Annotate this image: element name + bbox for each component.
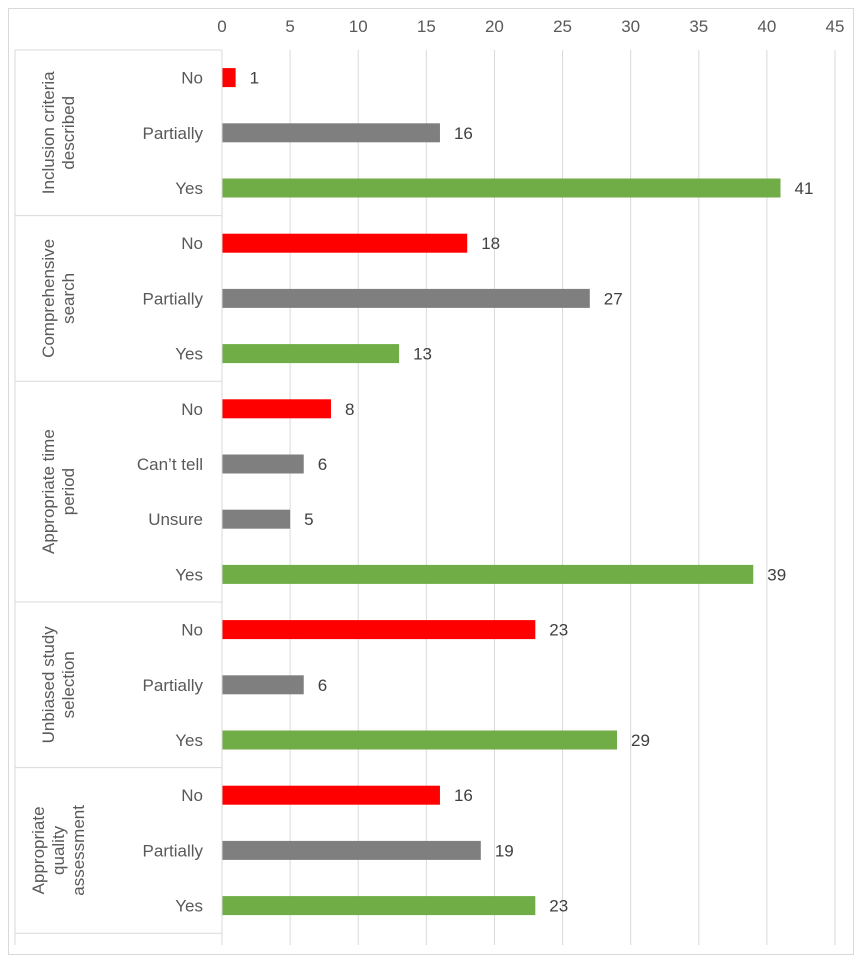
data-label: 13 xyxy=(413,345,432,364)
bar xyxy=(222,454,304,474)
x-tick-label: 25 xyxy=(553,17,572,36)
data-label: 18 xyxy=(481,234,500,253)
group-label-line: Comprehensive xyxy=(39,239,58,358)
x-tick-label: 15 xyxy=(417,17,436,36)
category-label: No xyxy=(181,621,203,640)
category-label: Partially xyxy=(143,289,204,308)
bar xyxy=(222,896,536,916)
category-label: Partially xyxy=(143,676,204,695)
bar xyxy=(222,178,781,198)
data-label: 5 xyxy=(304,510,313,529)
category-label: Yes xyxy=(175,565,203,584)
category-label: Partially xyxy=(143,124,204,143)
data-label: 16 xyxy=(454,786,473,805)
category-label: Can’t tell xyxy=(137,455,203,474)
bar xyxy=(222,399,331,419)
group-label-line: quality xyxy=(49,825,68,875)
category-label: No xyxy=(181,69,203,88)
group-label-line: selection xyxy=(59,651,78,718)
data-label: 6 xyxy=(318,676,327,695)
group-label-line: Appropriate time xyxy=(39,429,58,554)
group-label: Comprehensivesearch xyxy=(39,239,78,358)
x-tick-label: 30 xyxy=(621,17,640,36)
data-label: 16 xyxy=(454,124,473,143)
bar xyxy=(222,785,440,805)
data-label: 1 xyxy=(250,69,259,88)
group-label-line: described xyxy=(59,96,78,170)
bar xyxy=(222,564,754,584)
data-label: 19 xyxy=(495,841,514,860)
category-label: No xyxy=(181,786,203,805)
group-label-line: search xyxy=(59,273,78,324)
data-label: 23 xyxy=(549,897,568,916)
data-label: 6 xyxy=(318,455,327,474)
group-label-line: assessment xyxy=(69,805,88,896)
category-label: No xyxy=(181,400,203,419)
category-label: No xyxy=(181,234,203,253)
x-tick-label: 5 xyxy=(285,17,294,36)
bar xyxy=(222,233,468,253)
data-label: 29 xyxy=(631,731,650,750)
bar xyxy=(222,288,590,308)
bar xyxy=(222,123,440,143)
bar xyxy=(222,730,618,750)
category-label: Partially xyxy=(143,841,204,860)
bar xyxy=(222,344,400,364)
bar xyxy=(222,68,236,88)
category-label: Yes xyxy=(175,345,203,364)
group-label: Inclusion criteriadescribed xyxy=(39,71,78,194)
category-label: Unsure xyxy=(148,510,203,529)
x-tick-label: 45 xyxy=(826,17,845,36)
data-label: 8 xyxy=(345,400,354,419)
group-label: Appropriate timeperiod xyxy=(39,429,78,554)
x-tick-label: 10 xyxy=(349,17,368,36)
data-label: 41 xyxy=(795,179,814,198)
x-tick-label: 35 xyxy=(689,17,708,36)
group-label-line: Inclusion criteria xyxy=(39,71,58,194)
data-label: 27 xyxy=(604,289,623,308)
group-label: Unbiased studyselection xyxy=(39,626,78,744)
data-label: 23 xyxy=(549,621,568,640)
bar xyxy=(222,840,481,860)
group-label-line: Appropriate xyxy=(29,806,48,894)
x-tick-label: 40 xyxy=(757,17,776,36)
group-label-line: Unbiased study xyxy=(39,626,58,744)
category-label: Yes xyxy=(175,179,203,198)
x-tick-label: 20 xyxy=(485,17,504,36)
category-label: Yes xyxy=(175,897,203,916)
bar xyxy=(222,620,536,640)
data-label: 39 xyxy=(767,565,786,584)
x-tick-label: 0 xyxy=(217,17,226,36)
bar xyxy=(222,509,291,529)
bar xyxy=(222,675,304,695)
group-label: Appropriatequalityassessment xyxy=(29,805,88,896)
group-label-line: period xyxy=(59,468,78,515)
category-label: Yes xyxy=(175,731,203,750)
